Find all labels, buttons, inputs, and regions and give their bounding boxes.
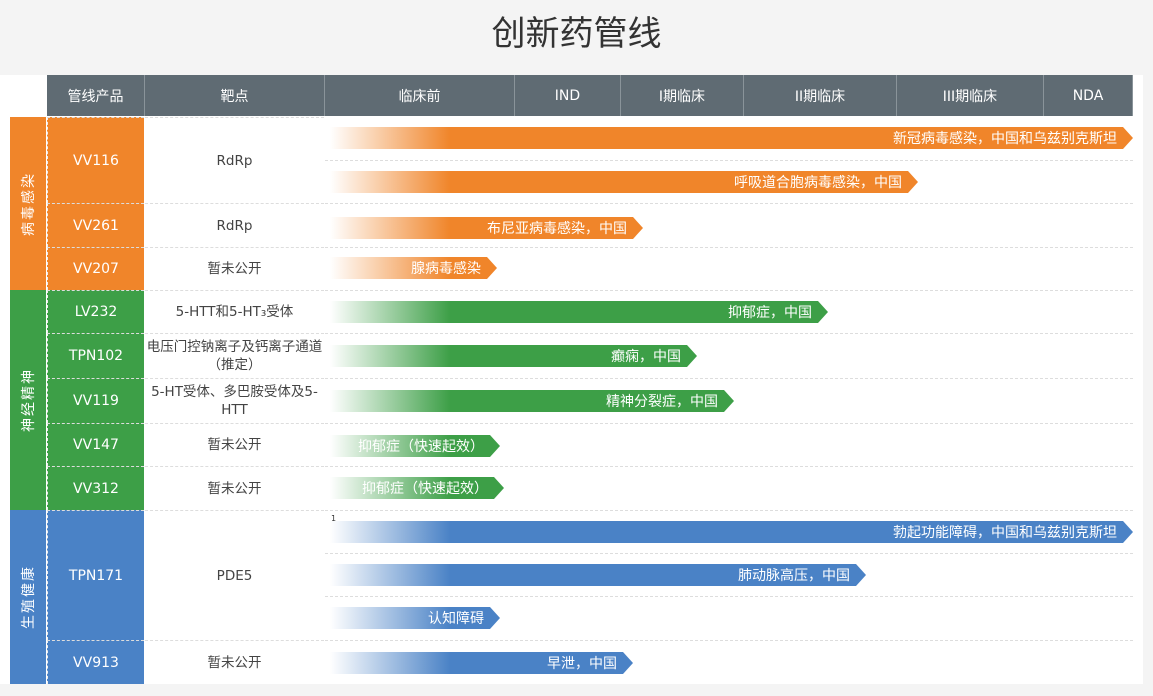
product-name: VV119 [47,378,144,423]
row-divider [325,423,1133,424]
indication-bar: 新冠病毒感染，中国和乌兹别克斯坦 [330,127,1133,149]
product-name: VV116 [47,117,144,203]
indication-bar: 布尼亚病毒感染，中国 [330,217,643,239]
row-divider [325,378,1133,379]
row-divider [325,247,1133,248]
row-divider [325,553,1133,554]
row-divider [325,510,1133,511]
row-divider [325,290,1133,291]
target: RdRp [145,203,324,247]
target: 5-HTT和5-HT₃受体 [145,290,324,333]
indication-bar: 癫痫，中国 [330,345,697,367]
target: 暂未公开 [145,247,324,290]
row-divider [325,466,1133,467]
indication-bar: 精神分裂症，中国 [330,390,734,412]
header-6: III期临床 [897,75,1044,116]
row-divider [325,160,1133,161]
target: 5-HT受体、多巴胺受体及5-HTT [145,378,324,423]
product-name: VV261 [47,203,144,247]
product-name: TPN102 [47,333,144,378]
product-name: VV312 [47,466,144,510]
indication-bar: 抑郁症，中国 [330,301,828,323]
category-label: 病毒感染 [10,117,46,290]
header-0: 管线产品 [47,75,145,116]
header-4: I期临床 [621,75,744,116]
indication-bar: 勃起功能障碍，中国和乌兹别克斯坦 [330,521,1133,543]
category-label: 神经精神 [10,290,46,510]
header-1: 靶点 [145,75,325,116]
product-name: VV207 [47,247,144,290]
category-text: 生殖健康 [21,565,37,629]
product-name: LV232 [47,290,144,333]
row-divider [325,596,1133,597]
row-divider [325,203,1133,204]
indication-bar: 抑郁症（快速起效） [330,435,500,457]
target: PDE5 [145,510,324,640]
indication-bar: 呼吸道合胞病毒感染，中国 [330,171,918,193]
target: 暂未公开 [145,466,324,510]
row-divider [325,333,1133,334]
page-title: 创新药管线 [491,14,662,54]
product-name: VV913 [47,640,144,684]
row-divider [325,640,1133,641]
footnote-mark: 1 [331,514,337,523]
product-name: TPN171 [47,510,144,640]
target: 暂未公开 [145,640,324,684]
target: 电压门控钠离子及钙离子通道（推定） [145,333,324,378]
header-7: NDA [1044,75,1133,116]
indication-bar: 肺动脉高压，中国 [330,564,866,586]
category-text: 神经精神 [21,368,37,432]
header-3: IND [515,75,621,116]
header-2: 临床前 [325,75,515,116]
header-5: II期临床 [744,75,897,116]
indication-bar: 腺病毒感染 [330,257,497,279]
category-text: 病毒感染 [21,171,37,236]
product-name: VV147 [47,423,144,466]
indication-bar: 早泄，中国 [330,652,633,674]
target: RdRp [145,117,324,203]
target: 暂未公开 [145,423,324,466]
category-label: 生殖健康 [10,510,46,684]
indication-bar: 抑郁症（快速起效） [330,477,504,499]
indication-bar: 认知障碍 [330,607,500,629]
